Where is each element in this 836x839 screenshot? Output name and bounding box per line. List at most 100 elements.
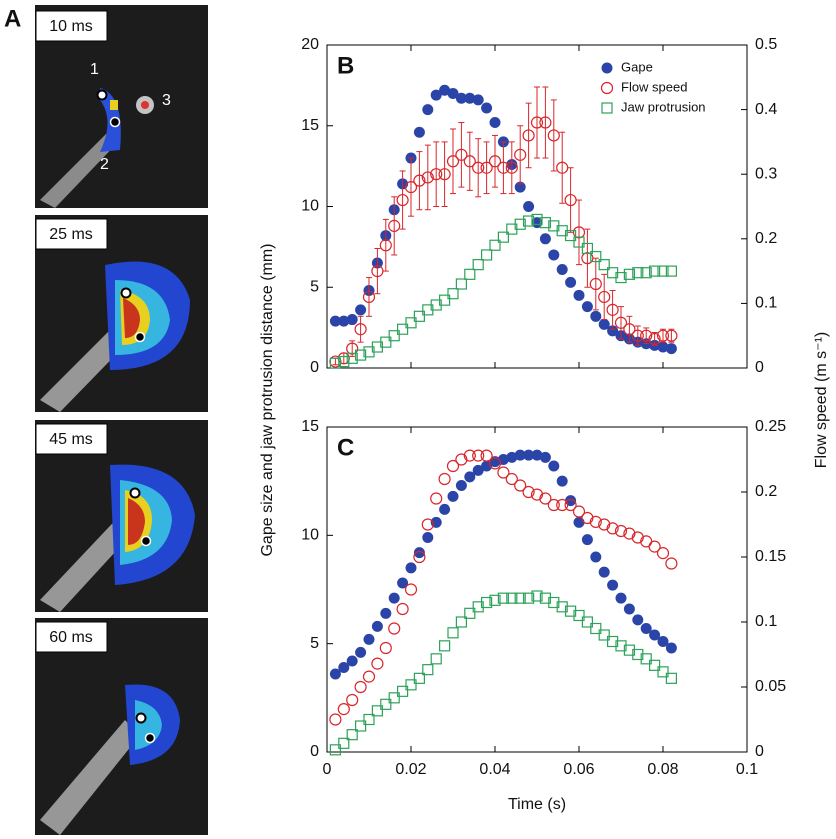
marker <box>380 607 392 619</box>
marker <box>665 343 677 355</box>
marker <box>632 267 644 279</box>
marker <box>514 479 527 492</box>
y2-tick-label: 0.15 <box>755 548 786 565</box>
marker <box>421 171 434 184</box>
marker <box>380 336 392 348</box>
marker <box>648 540 661 553</box>
marker <box>371 620 383 632</box>
marker <box>338 737 350 749</box>
marker <box>388 330 400 342</box>
marker <box>337 702 350 716</box>
marker <box>657 666 669 678</box>
marker <box>329 357 341 369</box>
y2-tick-label: 0.2 <box>755 483 777 500</box>
marker <box>497 466 510 479</box>
marker <box>601 62 613 74</box>
marker <box>480 449 493 462</box>
point-label: 3 <box>162 92 171 109</box>
marker <box>573 236 585 248</box>
marker <box>523 449 535 461</box>
marker <box>657 636 669 647</box>
frame-label: 45 ms <box>49 431 93 448</box>
marker <box>354 323 367 336</box>
marker <box>346 729 358 741</box>
marker <box>464 607 476 619</box>
marker <box>379 641 392 655</box>
marker <box>514 449 526 461</box>
marker <box>447 87 459 99</box>
marker <box>665 329 678 342</box>
marker <box>573 609 585 622</box>
y2-tick-label: 0.25 <box>755 418 786 435</box>
y-tick-label: 15 <box>301 418 319 435</box>
marker <box>447 288 459 300</box>
marker <box>413 174 426 187</box>
marker <box>472 94 484 106</box>
legend-label: Jaw protrusion <box>621 99 706 114</box>
marker <box>355 646 367 658</box>
marker <box>404 181 418 194</box>
marker <box>514 148 527 161</box>
marker <box>581 242 594 255</box>
marker <box>346 352 358 364</box>
y-tick-label: 5 <box>310 635 319 652</box>
marker <box>590 250 602 263</box>
marker <box>564 229 577 242</box>
frame-label: 25 ms <box>49 226 93 243</box>
marker <box>413 672 425 684</box>
marker <box>489 594 501 606</box>
marker <box>565 276 577 288</box>
y-tick-label: 15 <box>301 117 319 134</box>
marker <box>623 323 636 336</box>
marker <box>346 342 359 355</box>
legend-label: Gape <box>621 59 653 74</box>
x-tick-label: 0 <box>323 761 332 778</box>
frame: 45 ms <box>35 420 208 612</box>
marker <box>598 518 611 531</box>
y2-tick-label: 0.2 <box>755 230 777 247</box>
marker <box>455 453 468 466</box>
marker <box>388 692 400 704</box>
marker <box>539 233 551 245</box>
marker <box>346 693 359 707</box>
marker <box>656 329 670 342</box>
marker <box>531 213 543 226</box>
marker <box>632 648 644 661</box>
marker <box>506 592 518 604</box>
marker <box>422 532 434 543</box>
marker <box>505 161 518 174</box>
marker <box>531 217 543 229</box>
marker <box>362 290 376 304</box>
frame-label: 10 ms <box>49 18 93 35</box>
marker <box>640 653 652 665</box>
marker <box>422 104 434 116</box>
marker <box>354 680 367 694</box>
marker <box>607 579 619 591</box>
marker <box>522 485 535 499</box>
marker <box>430 653 442 665</box>
marker <box>497 592 509 604</box>
marker <box>455 148 468 161</box>
marker <box>598 290 611 304</box>
marker <box>564 498 577 512</box>
marker <box>481 102 493 114</box>
x-tick-label: 0.06 <box>563 761 594 778</box>
marker <box>362 670 376 683</box>
marker <box>556 263 568 275</box>
marker <box>329 713 342 726</box>
marker <box>556 498 569 512</box>
marker <box>430 89 442 101</box>
marker <box>455 278 467 290</box>
marker <box>438 168 451 181</box>
marker <box>648 265 661 277</box>
marker <box>572 226 586 239</box>
marker <box>430 168 443 181</box>
marker <box>632 614 644 626</box>
y2-tick-label: 0.5 <box>755 36 777 53</box>
y2-tick-label: 0.05 <box>755 678 786 695</box>
marker <box>497 231 509 243</box>
marker <box>623 527 636 540</box>
marker <box>665 672 678 684</box>
y2-tick-label: 0.1 <box>755 613 777 630</box>
